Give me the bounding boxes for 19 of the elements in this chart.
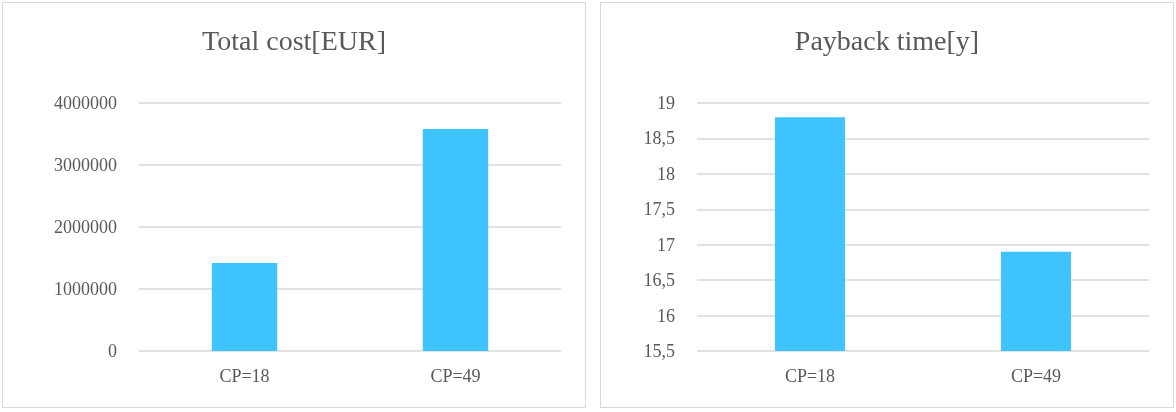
y-tick-label: 4000000 [54,93,117,113]
y-tick-label: 3000000 [54,155,117,175]
chart-title: Payback time[y] [794,24,980,56]
y-tick-label: 15,5 [643,341,675,361]
x-tick-label: CP=49 [430,366,481,386]
x-tick-label: CP=49 [1010,366,1062,386]
y-tick-label: 18,5 [643,128,675,149]
chart-title: Total cost[EUR] [202,24,386,56]
y-tick-label: 1000000 [54,279,117,299]
y-tick-label: 19 [657,93,675,113]
x-tick-label: CP=18 [219,366,270,386]
y-tick-label: 16 [657,305,675,326]
y-tick-label: 17 [657,234,675,255]
y-tick-label: 18 [657,163,675,184]
x-tick-label: CP=18 [784,366,836,386]
y-tick-label: 16,5 [643,270,675,291]
y-tick-label: 0 [108,341,117,361]
y-tick-label: 17,5 [643,199,675,220]
y-tick-label: 2000000 [54,217,117,237]
